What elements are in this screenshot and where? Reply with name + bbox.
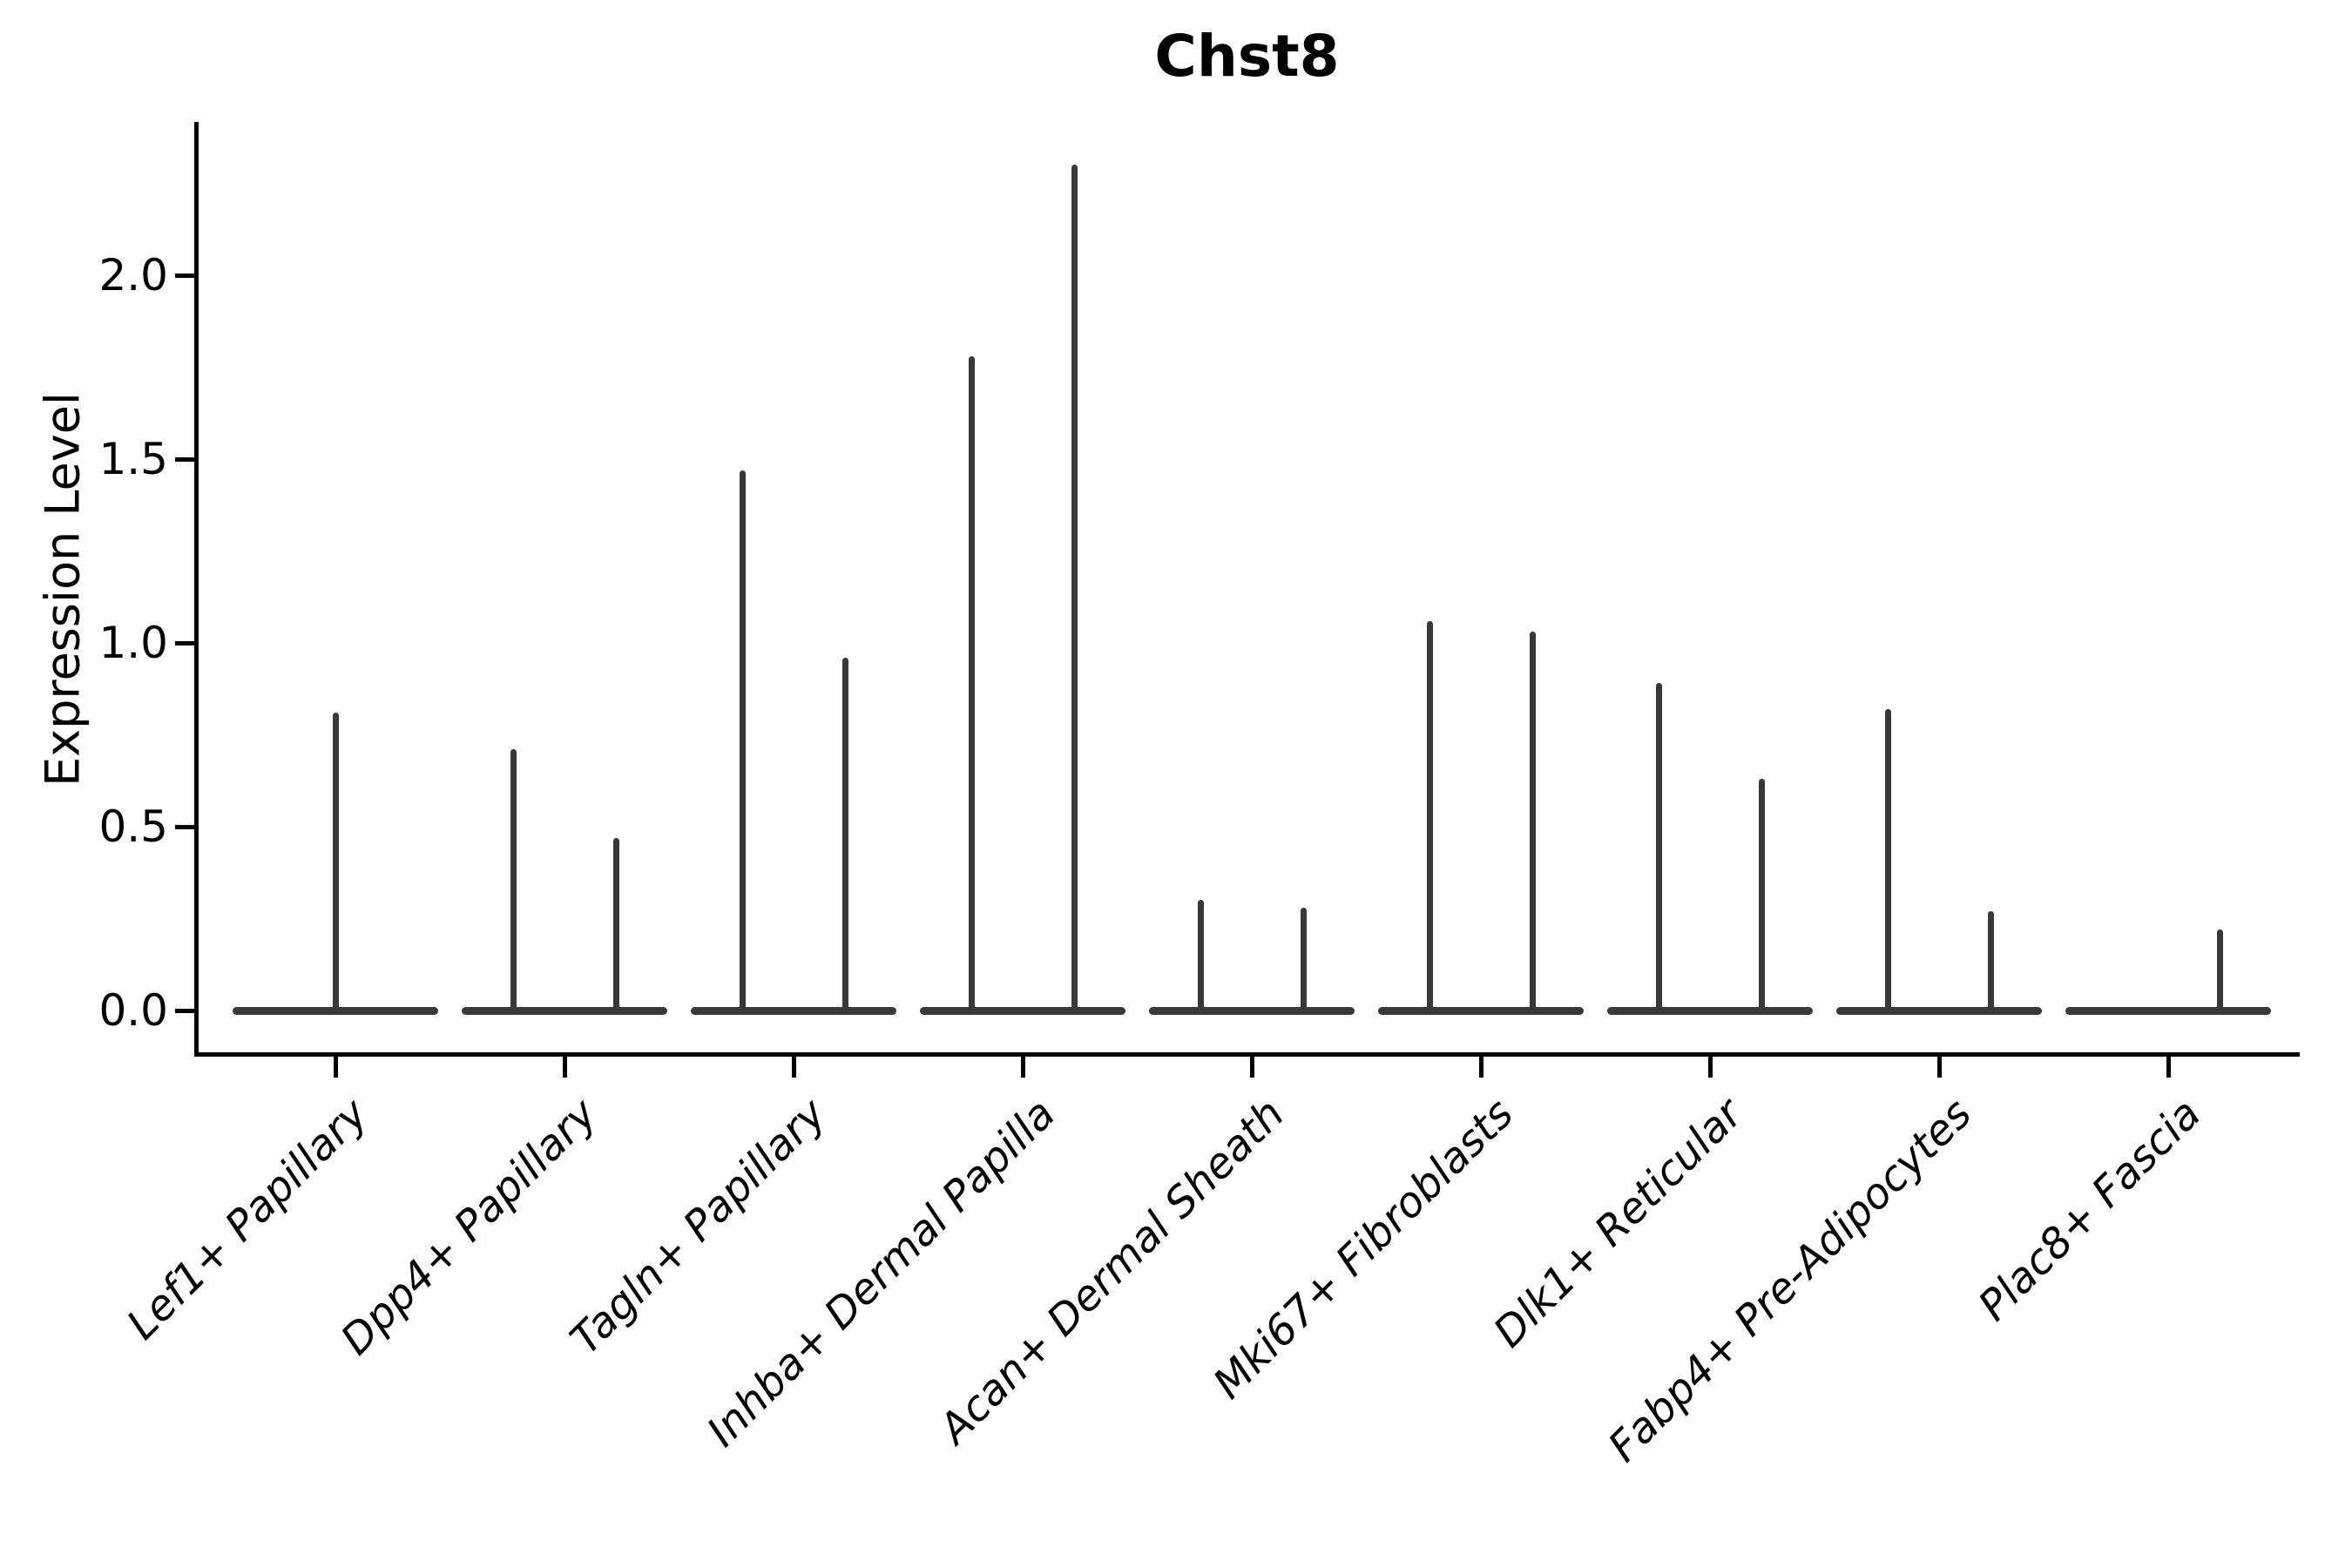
violin-baseline-5 [1149,1006,1355,1015]
violin-baseline-9 [2065,1006,2271,1015]
violin-baseline-3 [691,1006,896,1015]
violin-spike-4-right [1071,165,1078,1015]
y-tick-label-0.5: 0.5 [98,801,168,852]
x-tick-label-9: Plac8+ Fascia [1969,1089,2211,1331]
violin-spike-6-right [1529,632,1536,1015]
violin-spike-8-left [1884,708,1891,1015]
violin-spike-9-right [2216,929,2223,1015]
y-tick-label-2.0: 2.0 [98,250,168,301]
y-tick-label-1.5: 1.5 [98,434,168,484]
x-tick-mark-5 [1249,1057,1254,1078]
x-tick-mark-7 [1707,1057,1713,1078]
violin-baseline-8 [1836,1006,2042,1015]
x-axis-spine [194,1052,2300,1057]
violin-spike-5-left [1197,900,1204,1015]
y-tick-mark-1.5 [175,456,194,462]
x-tick-mark-4 [1020,1057,1025,1078]
violin-spike-2-left [510,749,517,1015]
violin-spike-1-center [332,713,339,1015]
x-tick-mark-9 [2166,1057,2171,1078]
violin-baseline-6 [1378,1006,1584,1015]
x-tick-label-3: Tagln+ Papillary [560,1089,836,1364]
x-tick-mark-8 [1936,1057,1942,1078]
violin-spike-5-right [1300,907,1307,1015]
violin-spike-7-right [1758,779,1765,1015]
x-tick-label-5: Acan+ Dermal Sheath [929,1089,1294,1454]
x-tick-label-2: Dpp4+ Papillary [331,1089,607,1365]
violin-spike-2-right [612,837,619,1015]
violin-baseline-7 [1607,1006,1813,1015]
x-tick-mark-3 [791,1057,796,1078]
y-axis-spine [194,122,199,1057]
violin-spike-7-left [1655,683,1662,1015]
y-tick-label-0.0: 0.0 [98,985,168,1036]
y-tick-mark-2.0 [175,273,194,278]
x-tick-label-4: Inhba+ Dermal Papilla [698,1089,1065,1456]
x-tick-label-8: Fabp4+ Pre-Adipocytes [1598,1089,1982,1472]
violin-baseline-4 [920,1006,1125,1015]
violin-spike-4-left [968,355,975,1015]
violin-baseline-2 [462,1006,667,1015]
y-tick-mark-0.0 [175,1008,194,1013]
violin-spike-8-right [1987,911,1994,1015]
x-tick-label-7: Dlk1+ Reticular [1484,1089,1753,1357]
violin-spike-6-left [1426,620,1433,1015]
y-tick-mark-1.0 [175,640,194,645]
y-tick-mark-0.5 [175,824,194,829]
x-tick-label-6: Mki67+ Fibroblasts [1204,1089,1524,1409]
x-tick-mark-6 [1478,1057,1484,1078]
y-axis-label: Expression Level [35,392,91,787]
x-tick-mark-2 [562,1057,567,1078]
violin-spike-3-right [841,657,848,1015]
x-tick-mark-1 [333,1057,338,1078]
y-tick-label-1.0: 1.0 [98,618,168,668]
chart-title: Chst8 [1154,23,1340,90]
violin-spike-3-left [739,470,746,1015]
